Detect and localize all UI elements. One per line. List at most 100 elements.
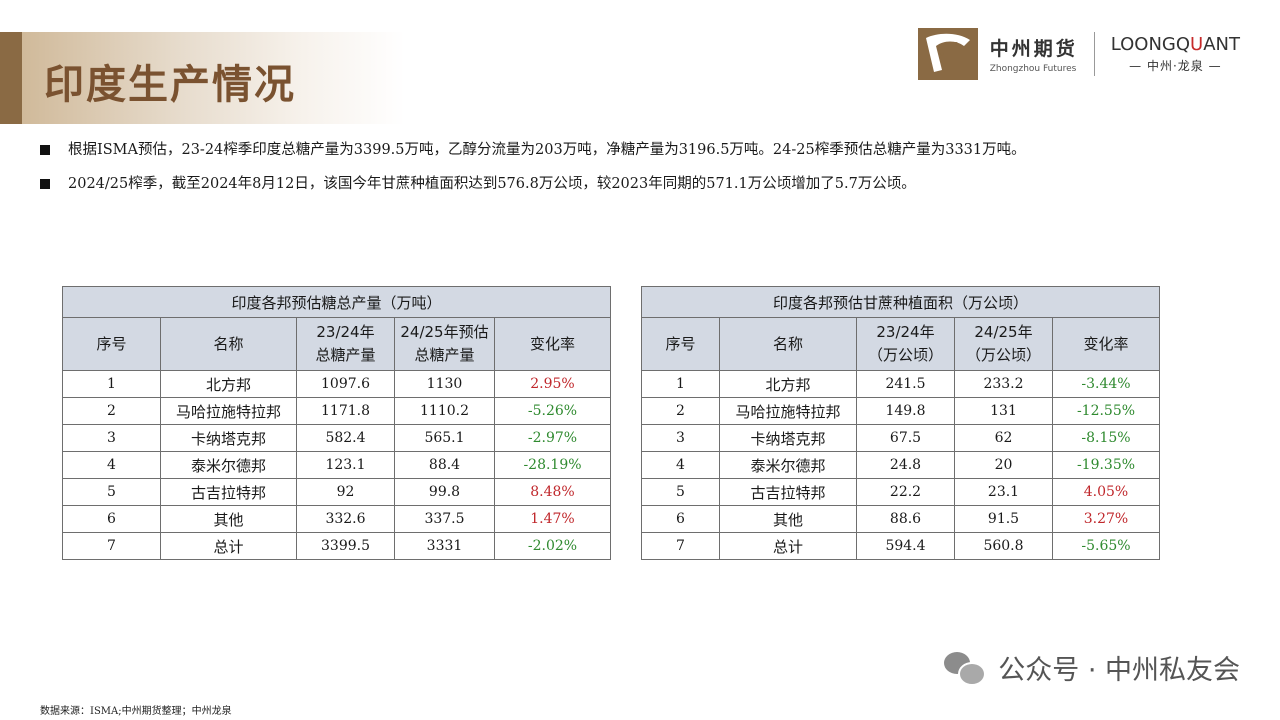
cell-rate: -5.26% — [494, 397, 611, 425]
cell-a: 1171.8 — [296, 397, 395, 425]
cell-b: 88.4 — [394, 451, 495, 479]
cell-name: 其他 — [719, 505, 857, 533]
cell-rate: -19.35% — [1052, 451, 1160, 479]
table-row: 5 古吉拉特邦 22.2 23.1 4.05% — [641, 478, 1160, 506]
cell-rate: -5.65% — [1052, 532, 1160, 560]
table-caption: 印度各邦预估甘蔗种植面积（万公顷） — [641, 286, 1160, 318]
column-header: 名称 — [160, 317, 297, 371]
table-row: 7 总计 594.4 560.8 -5.65% — [641, 532, 1160, 560]
cell-rate: -28.19% — [494, 451, 611, 479]
cell-no: 6 — [62, 505, 161, 533]
logo-cn-name: 中州期货 — [989, 38, 1078, 60]
column-header: 24/25年预估 总糖产量 — [394, 317, 495, 371]
cell-b: 565.1 — [394, 424, 495, 452]
cell-name: 泰米尔德邦 — [719, 451, 857, 479]
column-header: 变化率 — [1052, 317, 1160, 371]
cell-no: 1 — [641, 370, 720, 398]
cell-no: 5 — [641, 478, 720, 506]
bullet-item: 2024/25榨季，截至2024年8月12日，该国今年甘蔗种植面积达到576.8… — [40, 174, 1270, 194]
logo-text: 中州期货 Zhongzhou Futures — [990, 34, 1078, 74]
cell-name: 其他 — [160, 505, 297, 533]
cell-no: 3 — [641, 424, 720, 452]
table-caption: 印度各邦预估糖总产量（万吨） — [62, 286, 611, 318]
logo-separator — [1093, 32, 1095, 76]
title-banner: 印度生产情况 — [0, 32, 405, 124]
cell-a: 1097.6 — [296, 370, 395, 398]
cell-no: 1 — [62, 370, 161, 398]
column-header: 序号 — [641, 317, 720, 371]
cell-no: 7 — [62, 532, 161, 560]
cell-name: 卡纳塔克邦 — [160, 424, 297, 452]
table-row: 5 古吉拉特邦 92 99.8 8.48% — [62, 478, 611, 506]
cell-a: 67.5 — [856, 424, 955, 452]
table-row: 2 马哈拉施特拉邦 1171.8 1110.2 -5.26% — [62, 397, 611, 425]
column-header: 23/24年 总糖产量 — [296, 317, 395, 371]
cell-a: 92 — [296, 478, 395, 506]
cell-rate: -2.02% — [494, 532, 611, 560]
cell-name: 北方邦 — [719, 370, 857, 398]
cell-name: 古吉拉特邦 — [719, 478, 857, 506]
cell-b: 91.5 — [954, 505, 1053, 533]
cell-rate: -8.15% — [1052, 424, 1160, 452]
table-row: 4 泰米尔德邦 123.1 88.4 -28.19% — [62, 451, 611, 479]
cell-b: 1110.2 — [394, 397, 495, 425]
data-source: 数据来源：ISMA;中州期货整理；中州龙泉 — [40, 706, 232, 717]
column-header: 序号 — [62, 317, 161, 371]
cell-b: 20 — [954, 451, 1053, 479]
table-header-row: 序号 名称 23/24年 总糖产量 24/25年预估 总糖产量 变化率 — [62, 317, 611, 371]
cell-b: 99.8 — [394, 478, 495, 506]
cell-rate: 1.47% — [494, 505, 611, 533]
column-header: 24/25年 （万公顷） — [954, 317, 1053, 371]
cell-no: 4 — [641, 451, 720, 479]
logo-en-name: Zhongzhou Futures — [989, 64, 1077, 74]
sugar-output-table-wrap: 印度各邦预估糖总产量（万吨） 序号 名称 23/24年 总糖产量 24/25年预估 总… — [62, 286, 611, 560]
bullet-text: 2024/25榨季，截至2024年8月12日，该国今年甘蔗种植面积达到576.8… — [68, 176, 916, 192]
column-header: 名称 — [719, 317, 857, 371]
wechat-icon — [944, 651, 987, 686]
cell-a: 123.1 — [296, 451, 395, 479]
wordmark-part-2: U — [1190, 34, 1204, 55]
cell-no: 2 — [641, 397, 720, 425]
cell-a: 88.6 — [856, 505, 955, 533]
table-row: 3 卡纳塔克邦 67.5 62 -8.15% — [641, 424, 1160, 452]
company-logo: 中州期货 Zhongzhou Futures LOONGQUANT — 中州·龙… — [917, 28, 1240, 80]
column-header: 23/24年 （万公顷） — [856, 317, 955, 371]
cell-a: 332.6 — [296, 505, 395, 533]
table-row: 6 其他 88.6 91.5 3.27% — [641, 505, 1160, 533]
wordmark-part-3: ANT — [1203, 34, 1240, 55]
loongquant-logo: LOONGQUANT — 中州·龙泉 — — [1111, 34, 1240, 74]
cell-name: 古吉拉特邦 — [160, 478, 297, 506]
table-row: 7 总计 3399.5 3331 -2.02% — [62, 532, 611, 560]
title-accent-bar — [0, 32, 22, 124]
cell-name: 卡纳塔克邦 — [719, 424, 857, 452]
cell-rate: 3.27% — [1052, 505, 1160, 533]
sugar-output-table: 印度各邦预估糖总产量（万吨） 序号 名称 23/24年 总糖产量 24/25年预估 总… — [62, 286, 611, 560]
bullet-list: 根据ISMA预估，23-24榨季印度总糖产量为3399.5万吨，乙醇分流量为20… — [40, 140, 1270, 208]
bullet-item: 根据ISMA预估，23-24榨季印度总糖产量为3399.5万吨，乙醇分流量为20… — [40, 140, 1270, 160]
loongquant-wordmark: LOONGQUANT — [1111, 34, 1240, 55]
cell-a: 3399.5 — [296, 532, 395, 560]
cell-name: 泰米尔德邦 — [160, 451, 297, 479]
wechat-label: 公众号 · 中州私友会 — [998, 655, 1240, 686]
cell-no: 7 — [641, 532, 720, 560]
cell-a: 24.8 — [856, 451, 955, 479]
cell-b: 337.5 — [394, 505, 495, 533]
cell-b: 23.1 — [954, 478, 1053, 506]
cell-a: 582.4 — [296, 424, 395, 452]
cell-b: 1130 — [394, 370, 495, 398]
cane-area-table-wrap: 印度各邦预估甘蔗种植面积（万公顷） 序号 名称 23/24年 （万公顷） 24/25年… — [641, 286, 1160, 560]
cell-name: 马哈拉施特拉邦 — [719, 397, 857, 425]
leopard-logo-icon — [917, 28, 978, 80]
cell-rate: 2.95% — [494, 370, 611, 398]
cell-b: 62 — [954, 424, 1053, 452]
cell-name: 总计 — [719, 532, 857, 560]
cell-rate: -2.97% — [494, 424, 611, 452]
cell-b: 3331 — [394, 532, 495, 560]
cell-rate: -12.55% — [1052, 397, 1160, 425]
table-row: 4 泰米尔德邦 24.8 20 -19.35% — [641, 451, 1160, 479]
cell-a: 594.4 — [856, 532, 955, 560]
table-row: 1 北方邦 1097.6 1130 2.95% — [62, 370, 611, 398]
bullet-square-icon — [40, 145, 50, 155]
cell-rate: 8.48% — [494, 478, 611, 506]
cell-b: 560.8 — [954, 532, 1053, 560]
